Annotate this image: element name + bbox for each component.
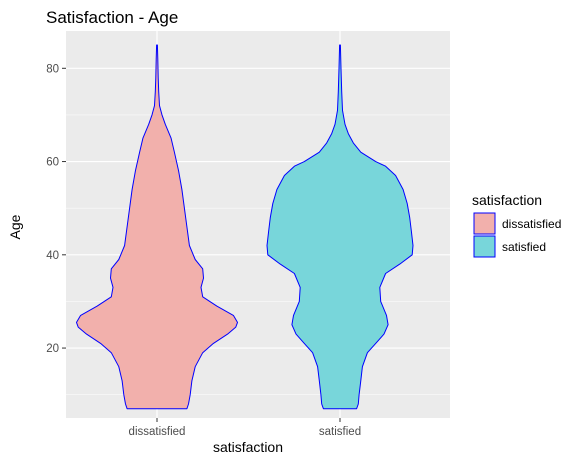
x-tick-label-dissatisfied: dissatisfied [129, 426, 186, 438]
y-tick-label: 20 [46, 343, 59, 355]
chart-title: Satisfaction - Age [46, 8, 178, 27]
legend-label-dissatisfied: dissatisfied [502, 217, 561, 231]
violin-satisfied [266, 44, 414, 410]
y-axis: 20 40 60 80 [46, 63, 66, 355]
x-tick-label-satisfied: satisfied [319, 426, 361, 438]
legend: satisfaction dissatisfied satisfied [472, 192, 561, 258]
x-axis-title: satisfaction [213, 439, 283, 455]
y-axis-title: Age [7, 214, 23, 239]
legend-title: satisfaction [472, 192, 542, 208]
y-tick-label: 40 [46, 250, 59, 262]
violins [76, 44, 414, 410]
y-tick-label: 80 [46, 63, 59, 75]
y-tick-label: 60 [46, 157, 59, 169]
plot-panel [66, 31, 450, 418]
legend-label-satisfied: satisfied [502, 240, 546, 254]
legend-key-satisfied [473, 235, 496, 258]
legend-key-dissatisfied [473, 212, 496, 235]
violin-dissatisfied [76, 44, 238, 410]
x-axis: dissatisfied satisfied [129, 418, 361, 438]
